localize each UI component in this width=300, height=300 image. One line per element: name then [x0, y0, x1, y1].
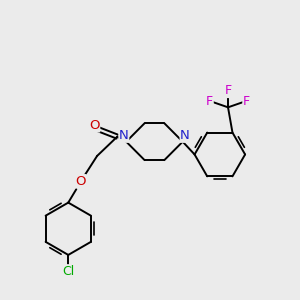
- Text: F: F: [243, 95, 250, 109]
- Text: O: O: [76, 175, 86, 188]
- Text: N: N: [180, 129, 190, 142]
- Text: N: N: [119, 129, 129, 142]
- Text: F: F: [206, 95, 213, 109]
- Text: F: F: [224, 85, 232, 98]
- Text: O: O: [89, 119, 100, 132]
- Text: Cl: Cl: [62, 265, 74, 278]
